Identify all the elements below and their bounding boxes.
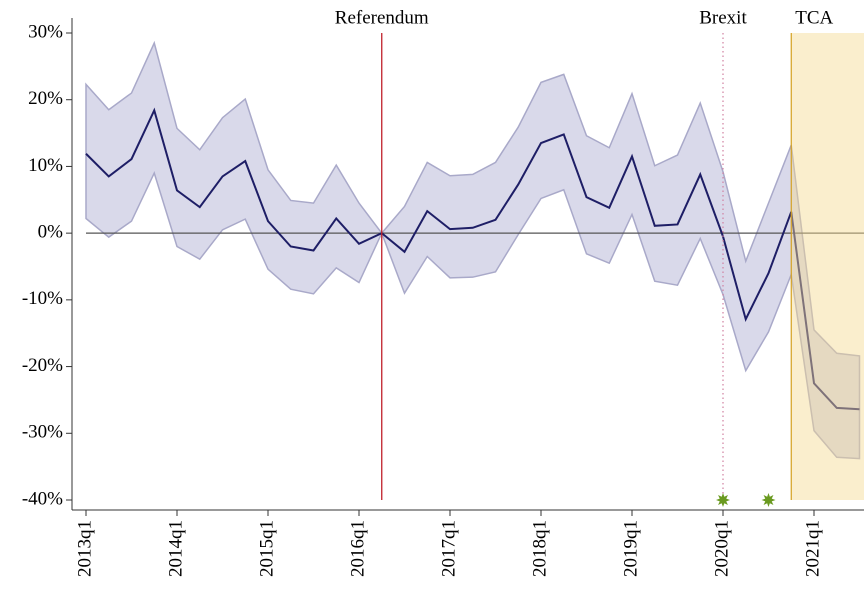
y-tick-label: 0% [38, 222, 64, 243]
star-marker [716, 493, 730, 507]
line [85, 107, 860, 411]
tca-label: TCA [795, 7, 833, 28]
x-tick-label: 2017q1 [438, 520, 459, 577]
x-tick-label: 2015q1 [256, 520, 277, 577]
star-marker [761, 493, 776, 507]
x-tick-label: 2014q1 [165, 520, 186, 577]
y-tick-label: 30% [28, 21, 63, 42]
x-tick-label: 2021q1 [802, 520, 823, 577]
y-tick-label: 20% [28, 88, 63, 109]
y-tick-label: -10% [22, 288, 63, 309]
y-tick-label: -20% [22, 355, 63, 376]
y-tick-label: 10% [28, 155, 63, 176]
x-tick-label: 2019q1 [620, 520, 641, 577]
x-tick-label: 2013q1 [74, 520, 95, 577]
event-label: Brexit [699, 7, 747, 28]
tca-region [791, 33, 864, 500]
event-label: Referendum [335, 7, 429, 28]
x-tick-label: 2016q1 [347, 520, 368, 577]
x-tick-label: 2020q1 [711, 520, 732, 577]
y-tick-label: -40% [22, 488, 63, 509]
confidence-band [85, 40, 861, 460]
x-tick-label: 2018q1 [529, 520, 550, 577]
y-tick-label: -30% [22, 422, 63, 443]
